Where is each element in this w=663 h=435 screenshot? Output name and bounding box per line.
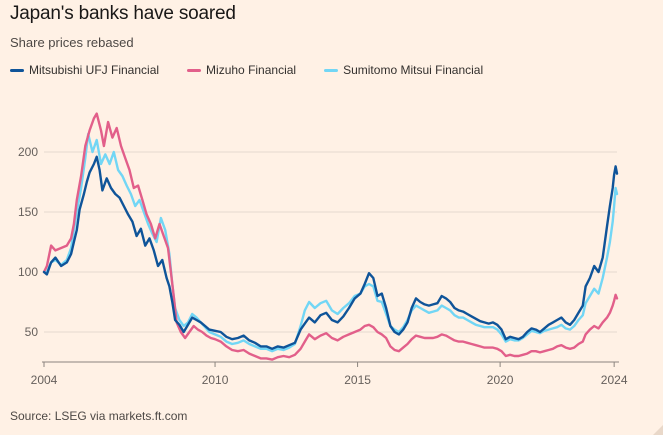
y-tick-label: 100 bbox=[18, 265, 38, 279]
y-tick-label: 200 bbox=[18, 145, 38, 159]
legend-item-mizuho: Mizuho Financial bbox=[187, 63, 296, 77]
x-tick-label: 2020 bbox=[487, 373, 514, 387]
legend-label-mizuho: Mizuho Financial bbox=[206, 63, 297, 77]
x-tick-label: 2004 bbox=[31, 373, 58, 387]
legend-label-mitsubishi: Mitsubishi UFJ Financial bbox=[29, 63, 160, 77]
x-tick-label: 2010 bbox=[202, 373, 229, 387]
line-chart: 50 100 150 200 2004 2010 2015 2020 2024 bbox=[18, 112, 628, 387]
axis-layer: 50 100 150 200 2004 2010 2015 2020 2024 bbox=[18, 145, 628, 387]
series-line-mitsubishi-ufj-financial bbox=[42, 155, 619, 350]
legend-swatch-mitsubishi bbox=[10, 68, 24, 72]
y-tick-label: 50 bbox=[25, 325, 39, 339]
y-tick-label: 150 bbox=[18, 205, 38, 219]
series-layer bbox=[42, 112, 619, 361]
series-line-sumitomo-mitsui-financial bbox=[42, 132, 619, 353]
source-note: Source: LSEG via markets.ft.com bbox=[10, 409, 188, 423]
chart-title: Japan's banks have soared bbox=[10, 3, 236, 24]
corner-mark bbox=[653, 425, 663, 435]
chart-legend: Mitsubishi UFJ Financial Mizuho Financia… bbox=[10, 63, 511, 77]
x-tick-label: 2024 bbox=[601, 373, 628, 387]
legend-label-sumitomo: Sumitomo Mitsui Financial bbox=[343, 63, 484, 77]
legend-swatch-mizuho bbox=[187, 68, 202, 72]
legend-item-sumitomo: Sumitomo Mitsui Financial bbox=[324, 63, 483, 77]
series-line-mizuho-financial bbox=[42, 112, 619, 361]
chart-subtitle: Share prices rebased bbox=[10, 35, 134, 50]
grid-layer bbox=[44, 151, 617, 333]
x-tick-label: 2015 bbox=[344, 373, 371, 387]
legend-item-mitsubishi: Mitsubishi UFJ Financial bbox=[10, 63, 159, 77]
legend-swatch-sumitomo bbox=[324, 68, 339, 72]
